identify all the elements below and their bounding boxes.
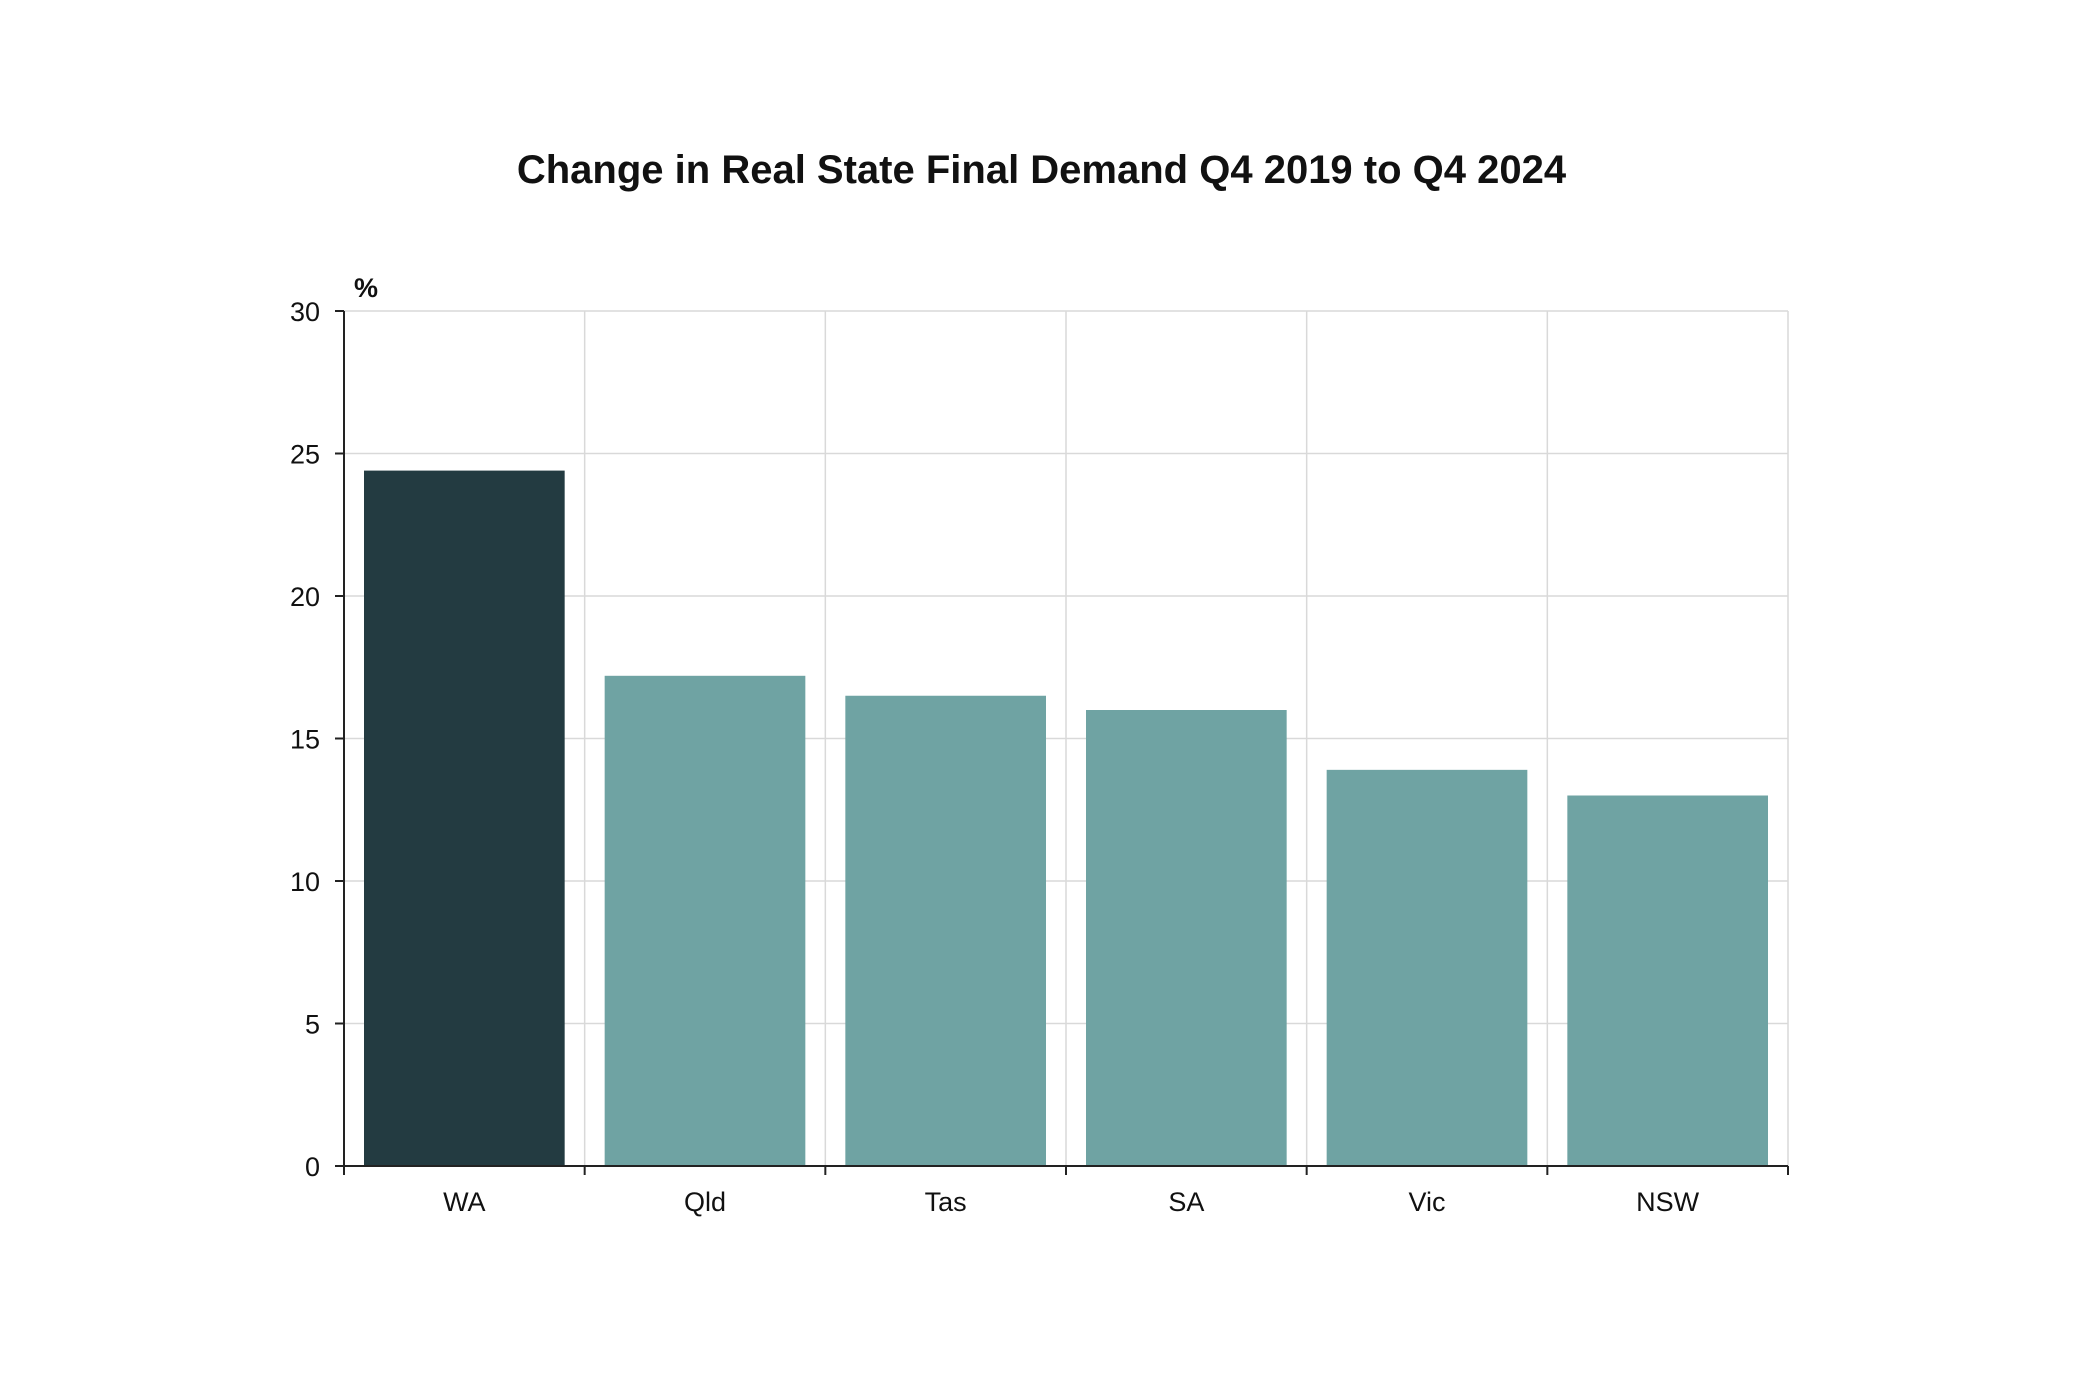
y-tick-label-30: 30 xyxy=(290,297,320,327)
y-tick-label-0: 0 xyxy=(305,1152,320,1182)
tick-labels: 0 5 10 15 20 25 30 WA Qld Tas SA Vic NSW% xyxy=(290,273,1700,1217)
y-tick-label-5: 5 xyxy=(305,1010,320,1040)
chart-title: Change in Real State Final Demand Q4 201… xyxy=(516,148,1567,192)
y-tick-label-25: 25 xyxy=(290,440,320,470)
y-axis-unit-label: % xyxy=(354,273,378,303)
y-tick-label-20: 20 xyxy=(290,582,320,612)
bar-Vic xyxy=(1326,769,1528,1166)
x-tick-label-Vic: Vic xyxy=(1408,1187,1445,1217)
axes xyxy=(335,310,1789,1175)
y-tick-label-10: 10 xyxy=(290,867,320,897)
grid-lines xyxy=(344,310,1789,1166)
x-tick-label-Qld: Qld xyxy=(684,1187,726,1217)
x-tick-label-Tas: Tas xyxy=(925,1187,967,1217)
x-tick-label-SA: SA xyxy=(1168,1187,1204,1217)
x-tick-label-WA: WA xyxy=(443,1187,486,1217)
bar-Tas xyxy=(845,695,1046,1166)
bar-Qld xyxy=(604,675,806,1166)
y-tick-label-15: 15 xyxy=(290,725,320,755)
bar-SA xyxy=(1086,710,1287,1166)
bar-NSW xyxy=(1567,795,1768,1166)
bar-WA xyxy=(364,470,565,1167)
x-tick-label-NSW: NSW xyxy=(1636,1187,1700,1217)
bars xyxy=(364,470,1768,1167)
